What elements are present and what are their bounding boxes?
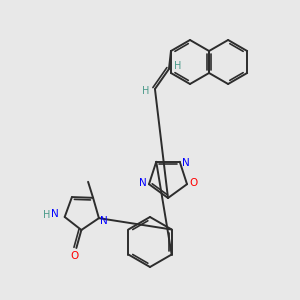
Text: N: N <box>100 216 108 226</box>
Text: H: H <box>142 86 150 96</box>
Text: N: N <box>139 178 147 188</box>
Text: N: N <box>182 158 190 168</box>
Text: H: H <box>43 210 50 220</box>
Text: O: O <box>70 251 79 261</box>
Text: N: N <box>51 209 58 219</box>
Text: O: O <box>189 178 197 188</box>
Text: H: H <box>174 61 182 71</box>
